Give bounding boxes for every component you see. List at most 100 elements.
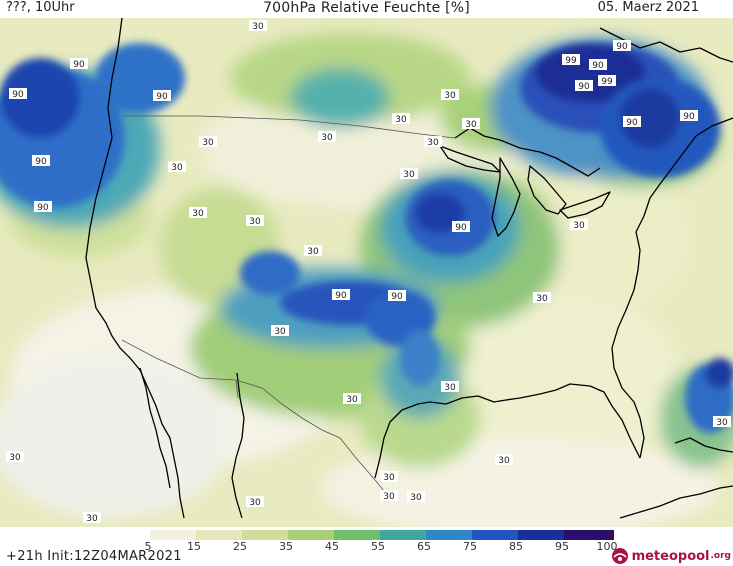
valid-date-label: 05. Maerz 2021: [597, 0, 699, 15]
svg-text:90: 90: [156, 92, 168, 102]
value-label-30: 30: [168, 161, 186, 173]
humidity-map: 90 90 90 90 90 90 90 99 90 99 90 90 90 9…: [0, 18, 733, 527]
value-labels: 90 90 90 90 90 90 90 99 90 99 90 90 90 9…: [6, 20, 731, 524]
value-label-99: 99: [598, 75, 616, 87]
color-legend: 5 15 25 35 45 55 65 75 85 95 100 +21h In…: [0, 527, 733, 566]
legend-tick: 100: [596, 540, 618, 553]
value-label-90: 90: [388, 290, 406, 302]
svg-text:90: 90: [35, 157, 47, 167]
legend-tick: 75: [463, 540, 477, 553]
svg-text:30: 30: [465, 120, 477, 130]
svg-text:90: 90: [616, 42, 628, 52]
color-scale-segment: [472, 530, 518, 540]
color-scale-segment: [426, 530, 472, 540]
svg-text:90: 90: [455, 223, 467, 233]
svg-text:30: 30: [192, 209, 204, 219]
svg-text:30: 30: [346, 395, 358, 405]
svg-text:30: 30: [716, 418, 728, 428]
value-label-90: 90: [34, 201, 52, 213]
value-label-90: 90: [623, 116, 641, 128]
value-label-30: 30: [83, 512, 101, 524]
svg-text:99: 99: [601, 77, 613, 87]
value-label-90: 90: [332, 289, 350, 301]
svg-text:99: 99: [565, 56, 577, 66]
svg-text:90: 90: [37, 203, 49, 213]
value-label-30: 30: [199, 136, 217, 148]
legend-tick: 65: [417, 540, 431, 553]
value-label-30: 30: [533, 292, 551, 304]
value-label-30: 30: [392, 113, 410, 125]
color-scale-segment: [104, 530, 150, 540]
color-scale-segment: [150, 530, 196, 540]
value-label-30: 30: [407, 491, 425, 503]
svg-text:30: 30: [573, 221, 585, 231]
valid-time-label: ???, 10Uhr: [6, 0, 75, 15]
globe-icon: [611, 548, 628, 564]
svg-text:90: 90: [626, 118, 638, 128]
svg-text:30: 30: [252, 22, 264, 32]
color-scale-segment: [242, 530, 288, 540]
legend-tick: 15: [187, 540, 201, 553]
value-label-30: 30: [441, 89, 459, 101]
value-label-30: 30: [189, 207, 207, 219]
value-label-30: 30: [570, 219, 588, 231]
humidity-core: [0, 43, 733, 433]
value-label-30: 30: [400, 168, 418, 180]
svg-text:90: 90: [592, 61, 604, 71]
value-label-30: 30: [246, 215, 264, 227]
legend-tick: 85: [509, 540, 523, 553]
svg-text:30: 30: [321, 133, 333, 143]
svg-text:30: 30: [498, 456, 510, 466]
value-label-30: 30: [462, 118, 480, 130]
value-label-30: 30: [380, 471, 398, 483]
value-label-30: 30: [495, 454, 513, 466]
value-label-30: 30: [441, 381, 459, 393]
map-header: ???, 10Uhr 700hPa Relative Feuchte [%] 0…: [0, 0, 733, 18]
value-label-90: 90: [680, 110, 698, 122]
color-scale-segment: [518, 530, 564, 540]
value-label-90: 90: [32, 155, 50, 167]
svg-text:90: 90: [683, 112, 695, 122]
color-scale-segment: [288, 530, 334, 540]
svg-text:30: 30: [86, 514, 98, 524]
svg-text:30: 30: [249, 217, 261, 227]
color-scale-segment: [196, 530, 242, 540]
logo-tld: .org: [710, 551, 731, 561]
color-scale-bar: [104, 530, 614, 540]
color-scale-segment: [564, 530, 610, 540]
svg-text:30: 30: [410, 493, 422, 503]
legend-tick: 95: [555, 540, 569, 553]
value-label-90: 90: [452, 221, 470, 233]
svg-text:90: 90: [335, 291, 347, 301]
svg-text:90: 90: [73, 60, 85, 70]
logo-name: meteopool: [631, 548, 710, 564]
model-run-info: +21h Init:12Z04MAR2021: [6, 549, 182, 564]
value-label-30: 30: [304, 245, 322, 257]
svg-text:30: 30: [536, 294, 548, 304]
svg-text:30: 30: [307, 247, 319, 257]
color-scale-segment: [380, 530, 426, 540]
svg-text:90: 90: [578, 82, 590, 92]
value-label-30: 30: [6, 451, 24, 463]
color-scale-segment: [610, 530, 614, 540]
borders: [121, 115, 456, 495]
svg-text:30: 30: [9, 453, 21, 463]
meteopool-logo[interactable]: meteopool .org: [611, 547, 731, 565]
legend-tick: 45: [325, 540, 339, 553]
svg-text:30: 30: [395, 115, 407, 125]
svg-text:30: 30: [171, 163, 183, 173]
value-label-30: 30: [318, 131, 336, 143]
value-label-90: 90: [589, 59, 607, 71]
svg-text:90: 90: [12, 90, 24, 100]
svg-text:30: 30: [202, 138, 214, 148]
value-label-90: 90: [613, 40, 631, 52]
legend-tick: 55: [371, 540, 385, 553]
value-label-30: 30: [424, 136, 442, 148]
svg-text:30: 30: [249, 498, 261, 508]
value-label-30: 30: [271, 325, 289, 337]
svg-text:30: 30: [403, 170, 415, 180]
svg-text:30: 30: [383, 492, 395, 502]
map-title: 700hPa Relative Feuchte [%]: [263, 0, 470, 16]
value-label-30: 30: [713, 416, 731, 428]
coastlines: [85, 18, 733, 519]
